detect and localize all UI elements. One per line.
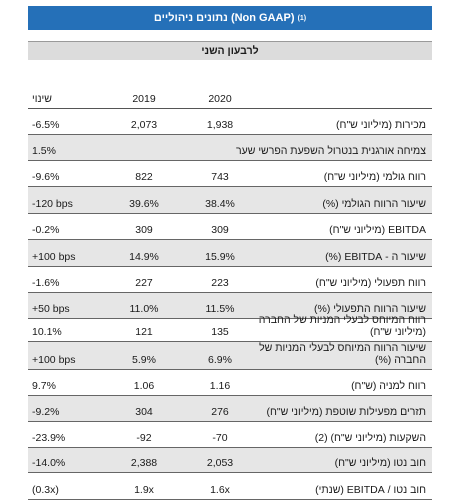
title-text: נתונים ניהוליים (Non GAAP): [153, 12, 295, 24]
value-2020-cell: 276: [211, 406, 229, 418]
value-2019-cell: 14.9%: [129, 251, 159, 263]
value-2020-cell: 223: [211, 277, 229, 289]
row-label: שיעור ה - EBITDA (%): [325, 251, 426, 263]
period-header: לרבעון השני: [28, 41, 432, 60]
table-row: -9.2% 304 276 תזרים מפעילות שוטפת (מיליוני …: [28, 396, 432, 422]
table-row: -9.6% 822 743 רווח גולמי (מיליוני ש"ח): [28, 161, 432, 187]
value-2020-cell: 135: [211, 326, 229, 338]
value-2019-cell: 2,073: [130, 119, 158, 131]
row-label: צמיחה אורגנית בנטרול השפעת הפרשי שער: [236, 145, 426, 157]
value-2019-cell: -92: [136, 432, 152, 444]
row-label: השקעות (מיליוני ש"ח) (2): [314, 432, 426, 444]
change-cell: -1.6%: [32, 277, 60, 289]
value-2020-cell: 2,053: [206, 457, 234, 469]
table-row: +100 bps 14.9% 15.9% שיעור ה - EBITDA (%): [28, 240, 432, 267]
value-2020-cell: 15.9%: [205, 251, 235, 263]
value-2020-cell: 1,938: [206, 119, 234, 131]
value-2019-cell: 1.06: [133, 380, 155, 392]
value-2020-cell: 1.6x: [210, 484, 230, 496]
change-cell: -0.2%: [32, 224, 60, 236]
change-cell: -6.5%: [32, 119, 60, 131]
table-row: 1.5% צמיחה אורגנית בנטרול השפעת הפרשי שער: [28, 135, 432, 161]
change-cell: +50 bps: [32, 303, 70, 315]
header-change: שינוי: [32, 93, 52, 105]
value-2020-cell: 11.5%: [205, 303, 235, 315]
change-cell: 1.5%: [32, 145, 56, 157]
row-label: מכירות (מיליוני ש"ח): [336, 119, 426, 131]
value-2019-cell: 5.9%: [132, 354, 156, 366]
row-label: שיעור הרווח הגולמי (%): [322, 198, 426, 210]
value-2020-cell: 1.16: [209, 380, 231, 392]
header-2019: 2019: [132, 93, 156, 105]
value-2020-cell: 743: [211, 171, 229, 183]
table-row: 10.1% 121 135 רווח המיוחס לבעלי המניות של ה…: [28, 314, 432, 342]
row-label: שיעור הרווח המיוחס לבעלי המניות של החברה…: [259, 342, 426, 366]
row-label: EBITDA (מיליוני ש"ח): [329, 224, 426, 236]
value-2020-cell: 6.9%: [208, 354, 232, 366]
change-cell: 9.7%: [32, 380, 56, 392]
value-2019-cell: 11.0%: [129, 303, 159, 315]
management-data-table: נתונים ניהוליים (Non GAAP) (1) לרבעון הש…: [28, 6, 432, 500]
row-label: שיעור הרווח התפעולי (%): [314, 303, 426, 315]
row-label: רווח תפעולי (מיליוני ש"ח): [315, 277, 426, 289]
column-headers: שינוי 2019 2020: [28, 90, 432, 109]
change-cell: +100 bps: [32, 354, 76, 366]
table-body: -6.5% 2,073 1,938 מכירות (מיליוני ש"ח) 1.5% צ…: [28, 109, 432, 500]
value-2019-cell: 227: [135, 277, 153, 289]
change-cell: (0.3x): [32, 484, 59, 496]
table-row: -14.0% 2,388 2,053 חוב נטו (מיליוני ש"ח): [28, 448, 432, 473]
table-row: -1.6% 227 223 רווח תפעולי (מיליוני ש"ח): [28, 267, 432, 293]
header-2020: 2020: [208, 93, 232, 105]
table-row: -6.5% 2,073 1,938 מכירות (מיליוני ש"ח): [28, 109, 432, 135]
table-title: נתונים ניהוליים (Non GAAP) (1): [28, 6, 432, 30]
change-cell: 10.1%: [32, 326, 62, 338]
table-row: -120 bps 39.6% 38.4% שיעור הרווח הגולמי (%): [28, 187, 432, 214]
table-row: +100 bps 5.9% 6.9% שיעור הרווח המיוחס לבעלי…: [28, 342, 432, 370]
value-2019-cell: 304: [135, 406, 153, 418]
value-2019-cell: 39.6%: [129, 198, 159, 210]
value-2019-cell: 121: [135, 326, 153, 338]
value-2020-cell: 309: [211, 224, 229, 236]
value-2019-cell: 2,388: [130, 457, 158, 469]
change-cell: -23.9%: [32, 432, 66, 444]
table-row: -23.9% -92 -70 השקעות (מיליוני ש"ח) (2): [28, 422, 432, 448]
value-2020-cell: 38.4%: [205, 198, 235, 210]
change-cell: -9.2%: [32, 406, 60, 418]
row-label: חוב נטו / EBITDA (שנתי): [315, 484, 426, 496]
value-2020-cell: -70: [212, 432, 228, 444]
row-label: חוב נטו (מיליוני ש"ח): [334, 457, 426, 469]
change-cell: +100 bps: [32, 251, 76, 263]
value-2019-cell: 1.9x: [134, 484, 154, 496]
value-2019-cell: 309: [135, 224, 153, 236]
table-row: -0.2% 309 309 EBITDA (מיליוני ש"ח): [28, 214, 432, 240]
change-cell: -120 bps: [32, 198, 73, 210]
value-2019-cell: 822: [135, 171, 153, 183]
change-cell: -9.6%: [32, 171, 60, 183]
row-label: רווח למניה (ש"ח): [351, 380, 426, 392]
table-row: (0.3x) 1.9x 1.6x חוב נטו / EBITDA (שנתי): [28, 473, 432, 500]
row-label: תזרים מפעילות שוטפת (מיליוני ש"ח): [266, 406, 426, 418]
table-row: +50 bps 11.0% 11.5% שיעור הרווח התפעולי (%): [28, 293, 432, 319]
change-cell: -14.0%: [32, 457, 66, 469]
row-label: רווח המיוחס לבעלי המניות של החברה (מיליו…: [258, 314, 426, 338]
title-footnote: (1): [297, 14, 307, 22]
table-row: 9.7% 1.06 1.16 רווח למניה (ש"ח): [28, 370, 432, 396]
row-label: רווח גולמי (מיליוני ש"ח): [323, 171, 426, 183]
